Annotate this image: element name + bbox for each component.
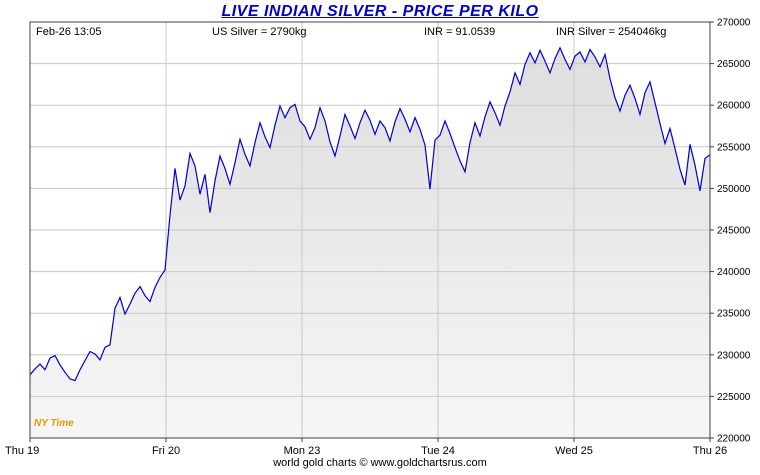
- footer-credit: world gold charts © www.goldchartsrus.co…: [273, 457, 487, 469]
- timestamp-label: Feb-26 13:05: [36, 26, 102, 38]
- inr-rate-label: INR = 91.0539: [424, 26, 496, 38]
- svg-text:250000: 250000: [717, 184, 751, 195]
- svg-text:Thu 26: Thu 26: [693, 445, 727, 457]
- inr-silver-label: INR Silver = 254046kg: [556, 26, 667, 38]
- svg-text:230000: 230000: [717, 350, 751, 361]
- svg-text:Mon 23: Mon 23: [284, 445, 321, 457]
- svg-text:Thu 19: Thu 19: [5, 445, 39, 457]
- us-silver-label: US Silver = 2790kg: [212, 26, 307, 38]
- svg-text:Fri 20: Fri 20: [152, 445, 180, 457]
- svg-text:225000: 225000: [717, 392, 751, 403]
- svg-text:240000: 240000: [717, 267, 751, 278]
- svg-text:220000: 220000: [717, 434, 751, 445]
- svg-text:265000: 265000: [717, 59, 751, 70]
- svg-text:255000: 255000: [717, 142, 751, 153]
- svg-text:Tue 24: Tue 24: [421, 445, 455, 457]
- svg-text:260000: 260000: [717, 101, 751, 112]
- chart-title: LIVE INDIAN SILVER - PRICE PER KILO: [221, 3, 539, 20]
- svg-text:235000: 235000: [717, 309, 751, 320]
- svg-text:270000: 270000: [717, 18, 751, 29]
- svg-text:Wed 25: Wed 25: [555, 445, 593, 457]
- ny-time-label: NY Time: [34, 418, 74, 429]
- svg-text:245000: 245000: [717, 226, 751, 237]
